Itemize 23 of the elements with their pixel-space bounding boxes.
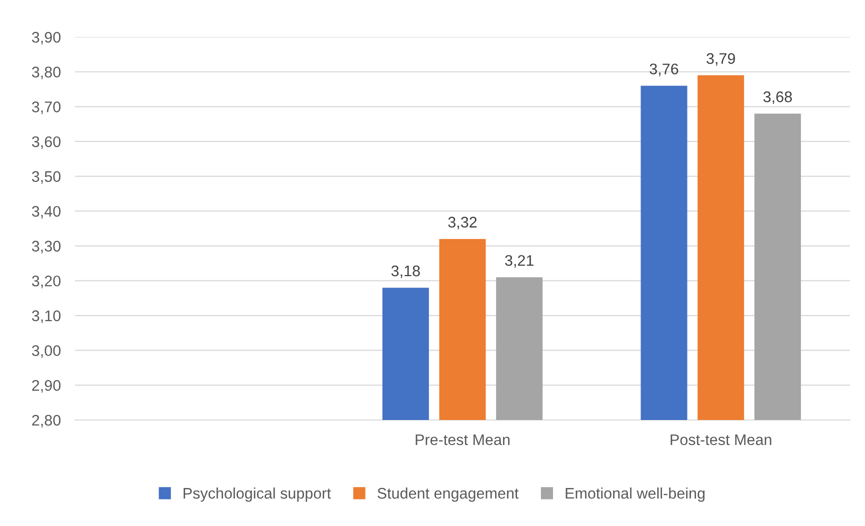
- y-tick-label: 3,60: [32, 136, 61, 149]
- data-label: 3,32: [448, 216, 477, 230]
- y-tick-label: 2,80: [32, 414, 61, 428]
- x-tick-label: Post-test Mean: [670, 434, 772, 446]
- data-label: 3,79: [706, 53, 735, 66]
- data-label: 3,76: [650, 64, 678, 76]
- y-tick-label: 3,00: [32, 345, 61, 358]
- y-tick-label: 3,20: [32, 276, 61, 288]
- legend-label: Emotional well-being: [566, 487, 705, 502]
- y-tick-label: 3,50: [32, 171, 61, 184]
- data-label: 3,18: [391, 266, 420, 278]
- y-tick-label: 3,70: [32, 102, 61, 114]
- y-tick-label: 3,30: [32, 240, 61, 254]
- data-label: 3,21: [505, 255, 534, 268]
- y-tick-label: 3,90: [32, 32, 61, 44]
- y-tick-label: 2,90: [32, 380, 61, 393]
- y-tick-label: 3,40: [32, 206, 61, 219]
- data-label: 3,68: [763, 91, 792, 104]
- y-tick-label: 3,80: [32, 66, 61, 80]
- x-tick-label: Pre-test Mean: [416, 434, 510, 446]
- legend-label: Student engagement: [378, 487, 519, 502]
- legend-label: Psychological support: [184, 487, 331, 502]
- y-tick-label: 3,10: [32, 310, 61, 324]
